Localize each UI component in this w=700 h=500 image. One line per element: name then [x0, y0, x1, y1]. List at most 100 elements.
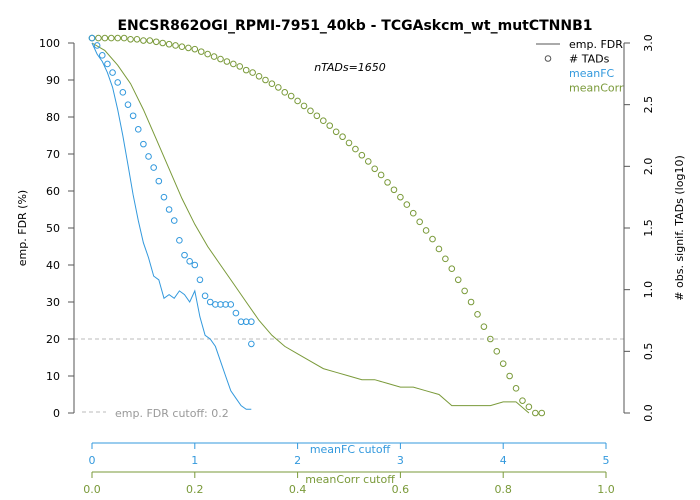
right-axis-tick-label: 2.0 — [642, 158, 655, 176]
meanfc-tads-point — [109, 69, 116, 76]
right-axis-tick-label: 1.0 — [642, 281, 655, 299]
x-axis-label-meanfc: meanFC cutoff — [310, 443, 391, 456]
meancorr-tads-point — [242, 66, 250, 74]
meancorr-tads-point — [435, 245, 443, 253]
meancorr-tads-point — [95, 34, 102, 42]
meancorr-tads-point — [107, 34, 115, 42]
meanfc-tads-point — [181, 251, 188, 259]
meanfc-tads-point — [119, 89, 127, 96]
meancorr-tads-point — [178, 43, 186, 51]
meancorr-tads-point — [114, 34, 121, 42]
meancorr-tads-point — [210, 53, 218, 60]
meancorr-tads-point — [230, 60, 237, 68]
meanfc-tads-point — [165, 206, 173, 213]
meancorr-axis-tick-label: 0.8 — [494, 483, 512, 496]
meanfc-tads-point — [248, 340, 255, 348]
meancorr-tads-point — [339, 133, 346, 141]
meancorr-fdr-line — [91, 42, 530, 414]
legend-entry: meanCorr — [569, 82, 624, 95]
meancorr-tads-point — [307, 107, 314, 115]
meanfc-tads-point — [160, 193, 168, 201]
fdr-cutoff-label: emp. FDR cutoff: 0.2 — [115, 407, 229, 420]
meancorr-tads-point — [499, 360, 507, 367]
meancorr-tads-point — [204, 50, 211, 58]
meanfc-tads-point — [124, 101, 132, 108]
meanfc-tads-point — [232, 309, 240, 317]
meanfc-tads-point — [88, 34, 96, 42]
meancorr-tads-point — [249, 69, 256, 76]
meancorr-tads-point — [461, 287, 468, 295]
meancorr-tads-point — [538, 409, 546, 417]
meancorr-tads-point — [217, 55, 224, 63]
meanfc-tads-point — [114, 79, 121, 86]
right-axis-tick-label: 1.5 — [642, 219, 655, 237]
left-axis-tick-label: 40 — [46, 259, 60, 272]
meanfc-axis-tick-label: 4 — [500, 454, 507, 467]
meancorr-tads-point — [152, 38, 160, 46]
left-axis-tick-label: 20 — [46, 333, 60, 346]
meancorr-tads-point — [474, 311, 481, 318]
meancorr-tads-point — [364, 158, 372, 165]
meanfc-tads-point — [176, 237, 183, 244]
meancorr-tads-point — [191, 45, 199, 53]
left-axis-tick-label: 10 — [46, 370, 60, 383]
meancorr-tads-point — [326, 122, 334, 129]
left-axis-tick-label: 30 — [46, 296, 60, 309]
legend-swatch-circle — [544, 55, 552, 62]
right-axis-tick-label: 3.0 — [642, 34, 655, 52]
left-axis-tick-label: 60 — [46, 185, 60, 198]
meanfc-tads-point — [145, 153, 152, 160]
meanfc-tads-point — [155, 177, 163, 185]
meanfc-tads-point — [98, 52, 106, 59]
meanfc-fdr-line — [91, 42, 252, 410]
meancorr-tads-point — [197, 48, 205, 55]
meancorr-tads-point — [268, 80, 276, 87]
right-axis-tick-label: 0.5 — [642, 343, 655, 361]
x-axis-label-meancorr: meanCorr cutoff — [305, 473, 395, 486]
meancorr-tads-point — [403, 201, 411, 208]
meancorr-tads-point — [467, 298, 475, 306]
meancorr-tads-point — [358, 151, 366, 159]
meancorr-tads-point — [525, 403, 533, 411]
meancorr-tads-point — [140, 37, 147, 44]
meancorr-tads-point — [262, 76, 269, 84]
meancorr-tads-point — [185, 44, 192, 52]
meanfc-tads-point — [227, 301, 235, 308]
y-axis-label-left: emp. FDR (%) — [16, 190, 29, 266]
meanfc-axis-tick-label: 1 — [191, 454, 198, 467]
meancorr-tads-point — [287, 92, 295, 100]
meancorr-tads-point — [255, 73, 263, 80]
legend-entry: emp. FDR — [569, 38, 623, 51]
meancorr-axis-tick-label: 1.0 — [597, 483, 615, 496]
meancorr-tads-point — [532, 409, 539, 417]
meanfc-tads-point — [93, 42, 101, 49]
meanfc-axis-tick-label: 3 — [397, 454, 404, 467]
meancorr-tads-point — [236, 63, 244, 70]
meancorr-tads-point — [422, 227, 430, 234]
meancorr-tads-point — [512, 385, 520, 392]
meancorr-tads-point — [172, 42, 179, 49]
meancorr-tads-point — [345, 139, 353, 147]
meanfc-tads-point — [140, 140, 147, 148]
meanfc-tads-point — [186, 258, 193, 265]
meancorr-tads-point — [281, 89, 289, 96]
meanfc-tads-point — [150, 164, 157, 171]
meancorr-tads-point — [480, 323, 488, 330]
meancorr-tads-point — [120, 34, 128, 42]
chart-title: ENCSR862OGI_RPMI-7951_40kb - TCGAskcm_wt… — [117, 18, 592, 34]
meanfc-tads-point — [248, 318, 255, 326]
meanfc-tads-point — [170, 217, 178, 224]
meancorr-tads-point — [519, 397, 526, 404]
left-axis-tick-label: 80 — [46, 111, 60, 124]
meancorr-tads-point — [429, 235, 436, 243]
meancorr-tads-point — [371, 165, 379, 173]
meancorr-tads-point — [275, 84, 282, 91]
legend-entry: # TADs — [569, 53, 610, 66]
meancorr-tads-point — [133, 36, 141, 43]
meanfc-tads-point — [196, 276, 204, 284]
meancorr-tads-point — [223, 58, 231, 65]
meancorr-axis-tick-label: 0.0 — [83, 483, 101, 496]
meancorr-tads-point — [384, 179, 391, 186]
right-axis-tick-label: 0.0 — [642, 404, 655, 422]
